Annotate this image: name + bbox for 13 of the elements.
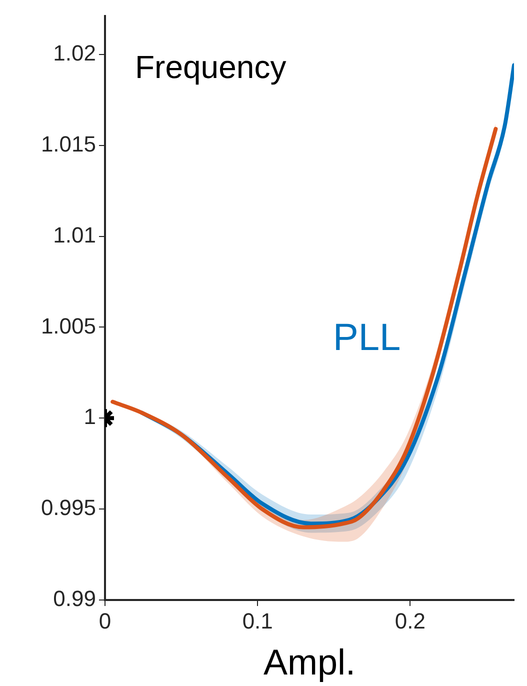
x-tick-label: 0.2 (394, 608, 426, 634)
series-label: PLL (333, 317, 401, 360)
y-tick-label: 0.995 (40, 495, 96, 520)
y-tick-label: 1.005 (40, 313, 96, 338)
y-tick-label: 1 (84, 404, 96, 430)
y-tick-label: 1.01 (53, 222, 96, 248)
y-tick-label: 1.02 (53, 40, 96, 66)
y-tick-label: 1.015 (40, 131, 96, 156)
x-tick-label: 0.1 (242, 608, 273, 634)
text: Frequency (135, 49, 286, 86)
x-tick-label: 0 (98, 608, 112, 634)
y-tick-label: 0.99 (53, 586, 96, 612)
x-axis-title: Ampl. (263, 641, 356, 682)
